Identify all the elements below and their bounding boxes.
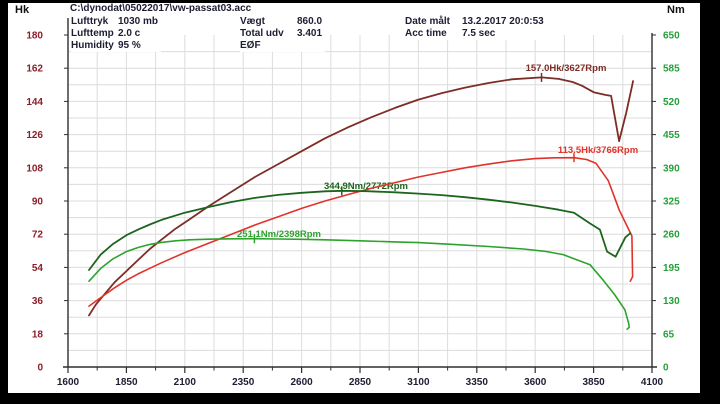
- peak-annotation-torque-run-b: 251.1Nm/2398Rpm: [237, 229, 321, 240]
- left-axis-unit-label: Hk: [15, 4, 30, 16]
- curve-power-run-a: [88, 76, 634, 317]
- air-pressure-value: 1030 mb: [118, 16, 159, 27]
- peak-annotation-torque-run-a: 344.9Nm/2772Rpm: [324, 181, 408, 192]
- right-tick-label: 260: [663, 230, 680, 241]
- x-tick-label: 3350: [466, 377, 489, 388]
- tick-labels: 1600 1850 2100 2350 2600 2850 3100 3350 3600 3850…: [26, 31, 680, 389]
- right-tick-label: 325: [663, 197, 680, 208]
- left-tick-label: 72: [32, 230, 44, 241]
- grid-lines: [68, 35, 652, 367]
- date-label: Date målt: [405, 16, 451, 27]
- date-value: 13.2.2017 20:0:53: [462, 16, 544, 27]
- right-tick-label: 195: [663, 263, 680, 274]
- axes: [63, 18, 657, 373]
- left-tick-label: 180: [26, 31, 43, 42]
- right-axis-unit-label: Nm: [667, 4, 685, 16]
- vehicle-info-column: Vægt 860.0 Total udv 3.401 EØF: [240, 16, 326, 52]
- x-tick-label: 3850: [582, 377, 605, 388]
- right-tick-label: 130: [663, 296, 680, 307]
- acc-time-value: 7.5 sec: [462, 28, 496, 39]
- left-tick-label: 108: [26, 163, 43, 174]
- run-info-column: Date målt 13.2.2017 20:0:53 Acc time 7.5…: [405, 16, 547, 40]
- right-tick-label: 455: [663, 130, 680, 141]
- curve-torque-run-a: [88, 189, 632, 271]
- right-tick-label: 65: [663, 329, 675, 340]
- right-tick-label: 650: [663, 31, 680, 42]
- left-tick-label: 18: [32, 329, 44, 340]
- weight-value: 860.0: [297, 16, 323, 27]
- x-tick-label: 1850: [115, 377, 138, 388]
- left-tick-label: 144: [26, 97, 43, 108]
- left-tick-label: 0: [37, 363, 43, 374]
- air-pressure-label: Lufttryk: [71, 16, 109, 27]
- env-info-column: Lufttryk 1030 mb Lufttemp 2.0 c Humidity…: [71, 16, 162, 52]
- curve-torque-run-b: [88, 237, 631, 331]
- x-tick-label: 2350: [232, 377, 255, 388]
- right-tick-label: 520: [663, 97, 680, 108]
- eof-row: EØF: [240, 40, 322, 52]
- curve-power-run-b: [88, 156, 634, 307]
- right-tick-label: 585: [663, 64, 680, 75]
- eof-label: EØF: [240, 40, 261, 51]
- peak-annotation-power-run-b: 113.5Hk/3766Rpm: [558, 145, 638, 156]
- x-tick-label: 2100: [174, 377, 197, 388]
- x-tick-label: 1600: [57, 377, 80, 388]
- humidity-row: Humidity 95 %: [71, 40, 158, 52]
- air-temp-value: 2.0 c: [118, 28, 141, 39]
- left-tick-label: 90: [32, 197, 44, 208]
- humidity-value: 95 %: [118, 40, 141, 51]
- left-tick-label: 36: [32, 296, 44, 307]
- date-row: Date målt 13.2.2017 20:0:53: [405, 16, 544, 28]
- file-path: C:\dynodat\05022017\vw-passat03.acc: [70, 3, 252, 14]
- gear-ratio-row: Total udv 3.401: [240, 28, 322, 40]
- right-tick-label: 0: [663, 363, 669, 374]
- acc-time-row: Acc time 7.5 sec: [405, 28, 544, 40]
- curves: [88, 72, 634, 331]
- x-tick-label: 2850: [349, 377, 372, 388]
- gear-ratio-label: Total udv: [240, 28, 284, 39]
- left-tick-label: 54: [32, 263, 44, 274]
- weight-row: Vægt 860.0: [240, 16, 322, 28]
- peak-annotation-power-run-a: 157.0Hk/3627Rpm: [526, 63, 607, 74]
- left-tick-label: 126: [26, 130, 43, 141]
- acc-time-label: Acc time: [405, 28, 447, 39]
- air-pressure-row: Lufttryk 1030 mb: [71, 16, 158, 28]
- air-temp-label: Lufttemp: [71, 28, 114, 39]
- right-tick-label: 390: [663, 163, 680, 174]
- humidity-label: Humidity: [71, 40, 114, 51]
- gear-ratio-value: 3.401: [297, 28, 323, 39]
- x-tick-label: 2600: [290, 377, 313, 388]
- peak-annotations: 157.0Hk/3627Rpm 113.5Hk/3766Rpm 344.9Nm/27…: [237, 63, 638, 240]
- air-temp-row: Lufttemp 2.0 c: [71, 28, 158, 40]
- left-tick-label: 162: [26, 64, 43, 75]
- x-tick-label: 3600: [524, 377, 547, 388]
- weight-label: Vægt: [240, 16, 265, 27]
- x-tick-label: 4100: [641, 377, 664, 388]
- x-tick-label: 3100: [407, 377, 430, 388]
